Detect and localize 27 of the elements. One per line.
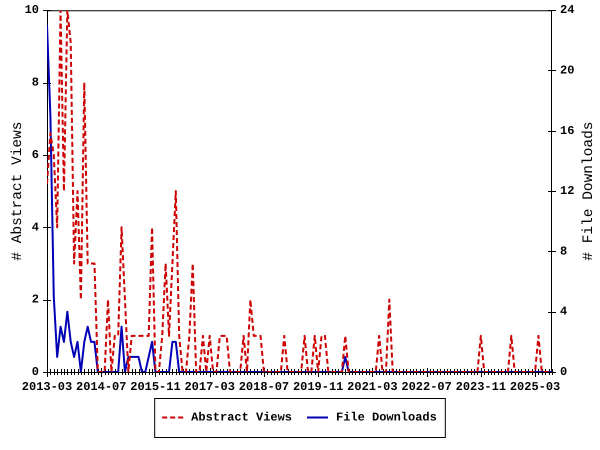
x-tick-label: 2019-11 xyxy=(292,380,344,394)
x-tick-label: 2022-07 xyxy=(401,380,452,394)
y2-tick-label: 24 xyxy=(560,3,574,18)
x-tick-label: 2021-03 xyxy=(347,380,398,394)
y-tick-label: 4 xyxy=(32,220,39,234)
legend-label: File Downloads xyxy=(336,410,437,425)
x-tick-label: 2018-07 xyxy=(238,380,290,394)
y2-axis-title: # File Downloads xyxy=(580,121,597,261)
x-tick-label: 2023-11 xyxy=(456,380,506,394)
x-tick-label: 2014-07 xyxy=(76,380,126,394)
y2-tick-label: 4 xyxy=(560,304,568,319)
legend-label: Abstract Views xyxy=(191,410,292,425)
y2-tick-label: 8 xyxy=(560,244,568,258)
y-axis-title: # Abstract Views xyxy=(10,121,26,261)
y-tick-label: 8 xyxy=(32,76,39,90)
y-tick-label: 10 xyxy=(24,3,39,18)
x-tick-label: 2015-11 xyxy=(130,380,181,394)
y2-tick-label: 20 xyxy=(560,64,574,78)
y-tick-label: 6 xyxy=(32,148,39,162)
x-tick-label: 2017-03 xyxy=(184,380,235,394)
y2-tick-label: 12 xyxy=(560,184,574,198)
x-tick-label: 2025-03 xyxy=(510,380,560,394)
y2-tick-label: 0 xyxy=(560,365,568,380)
y2-tick-label: 16 xyxy=(560,124,574,138)
x-tick-label: 2013-03 xyxy=(22,380,72,394)
y-tick-label: 0 xyxy=(32,365,39,380)
y-tick-label: 2 xyxy=(32,292,39,307)
